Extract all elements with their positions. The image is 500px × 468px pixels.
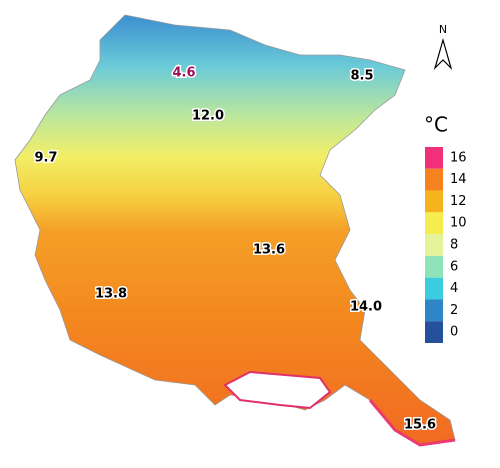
value-label: 15.6 bbox=[404, 418, 436, 433]
legend-swatch bbox=[425, 147, 443, 169]
value-label: 14.0 bbox=[350, 300, 382, 315]
legend-swatch bbox=[425, 321, 443, 343]
legend-label: 16 bbox=[450, 150, 467, 165]
legend: 16 14 12 10 8 6 4 2 0 bbox=[425, 147, 467, 343]
value-label: 8.5 bbox=[350, 69, 373, 84]
value-label: 13.8 bbox=[95, 287, 127, 302]
legend-label: 14 bbox=[450, 172, 467, 187]
value-label: 4.6 bbox=[172, 66, 195, 81]
coast-band bbox=[368, 399, 456, 447]
legend-label: 12 bbox=[450, 194, 467, 209]
legend-swatch bbox=[425, 277, 443, 300]
legend-swatch bbox=[425, 299, 443, 322]
legend-label: 10 bbox=[450, 216, 467, 231]
legend-label: 6 bbox=[450, 259, 458, 274]
legend-label: 8 bbox=[450, 238, 458, 253]
lagoon bbox=[223, 370, 332, 410]
legend-swatch bbox=[425, 255, 443, 278]
value-label: 12.0 bbox=[192, 109, 224, 124]
north-label: N bbox=[439, 23, 447, 36]
value-label: 13.6 bbox=[253, 243, 285, 258]
value-label: 9.7 bbox=[34, 151, 57, 166]
legend-swatch bbox=[425, 190, 443, 213]
north-arrow: N bbox=[433, 23, 453, 71]
legend-label: 0 bbox=[450, 325, 458, 340]
labels: 4.6 8.5 12.0 9.7 13.6 13.8 14.0 15.6 bbox=[33, 64, 438, 434]
legend-label: 4 bbox=[450, 281, 458, 296]
legend-unit: °C bbox=[424, 113, 448, 137]
legend-swatch bbox=[425, 212, 443, 235]
legend-label: 2 bbox=[450, 303, 458, 318]
legend-swatch bbox=[425, 234, 443, 256]
legend-swatch bbox=[425, 168, 443, 191]
